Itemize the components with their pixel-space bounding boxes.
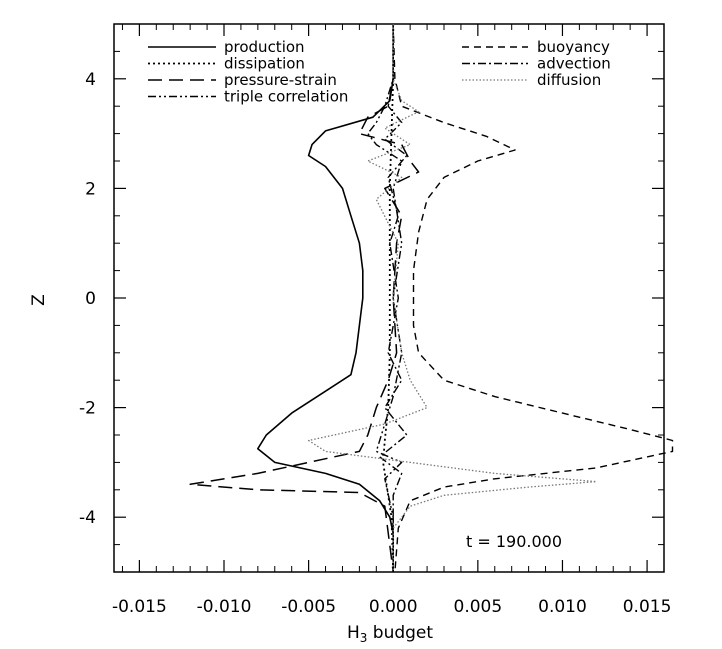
- x-tick-label: 0.015: [623, 597, 672, 617]
- y-tick-label: -4: [79, 508, 96, 528]
- x-tick-label: 0.010: [538, 597, 587, 617]
- time-annotation: t = 190.000: [466, 532, 562, 551]
- series-advection: [379, 24, 408, 572]
- series-dissipation: [382, 24, 395, 573]
- legend-label-pressure-strain: pressure-strain: [224, 71, 337, 89]
- legend-label-production: production: [224, 38, 305, 56]
- legend-label-dissipation: dissipation: [224, 55, 305, 73]
- series-buoyancy: [392, 23, 674, 573]
- series-diffusion: [307, 24, 597, 572]
- x-tick-label: -0.005: [281, 597, 336, 617]
- y-tick-label: 0: [85, 289, 96, 309]
- legend-label-advection: advection: [537, 55, 611, 73]
- x-tick-label: 0.000: [369, 597, 418, 617]
- series-triple-correlation: [367, 24, 403, 572]
- x-tick-labels: -0.015 -0.010 -0.005 0.000 0.005 0.010 0.015: [112, 597, 671, 617]
- legend: productiondissipationpressure-straintrip…: [148, 38, 611, 106]
- y-axis-title: Z: [29, 294, 49, 306]
- y-tick-label: 4: [85, 70, 96, 90]
- y-tick-label: -2: [79, 399, 96, 419]
- series-layer: [189, 23, 674, 573]
- y-tick-labels: -4 -2 0 2 4: [79, 70, 96, 528]
- legend-label-diffusion: diffusion: [537, 71, 601, 89]
- x-axis-title: H3 budget: [347, 623, 433, 645]
- series-production: [257, 24, 394, 572]
- x-tick-label: 0.005: [454, 597, 503, 617]
- axis-ticks: [114, 23, 665, 573]
- x-tick-label: -0.010: [197, 597, 252, 617]
- legend-label-buoyancy: buoyancy: [537, 38, 610, 56]
- legend-label-triple-correlation: triple correlation: [224, 88, 348, 106]
- x-tick-label: -0.015: [112, 597, 167, 617]
- series-pressure-strain: [189, 24, 420, 573]
- y-tick-label: 2: [85, 179, 96, 199]
